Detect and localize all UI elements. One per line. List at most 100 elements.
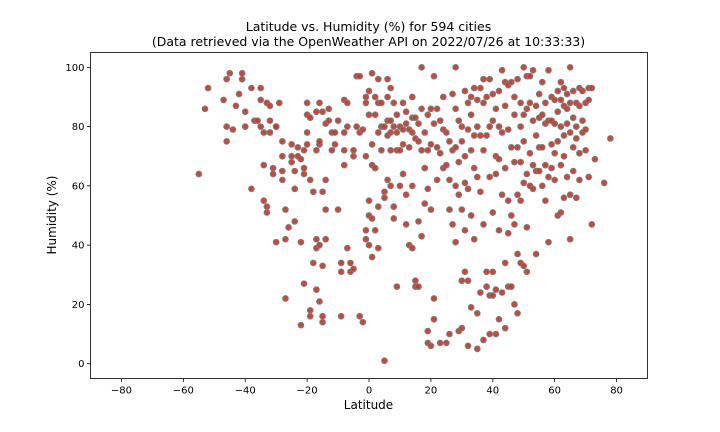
data-point bbox=[248, 185, 255, 193]
data-point bbox=[492, 105, 500, 113]
data-point bbox=[446, 206, 453, 213]
data-point bbox=[504, 197, 512, 205]
data-point bbox=[501, 324, 509, 332]
data-point bbox=[498, 66, 506, 74]
data-point bbox=[350, 152, 357, 160]
data-point bbox=[260, 129, 268, 136]
data-point bbox=[542, 197, 549, 205]
data-point bbox=[507, 78, 515, 86]
data-point bbox=[362, 152, 370, 160]
data-point bbox=[387, 117, 395, 125]
data-point bbox=[390, 203, 398, 210]
data-point bbox=[384, 75, 391, 83]
x-tick-label: 40 bbox=[486, 386, 499, 397]
data-point bbox=[557, 209, 565, 216]
data-point bbox=[473, 309, 481, 317]
data-point bbox=[257, 84, 265, 92]
data-point bbox=[241, 108, 249, 116]
data-point bbox=[390, 123, 398, 130]
data-point bbox=[504, 229, 512, 237]
data-point bbox=[563, 173, 571, 181]
data-point bbox=[421, 200, 429, 207]
data-point bbox=[266, 129, 274, 136]
data-point bbox=[368, 215, 376, 222]
data-point bbox=[579, 87, 586, 95]
data-point bbox=[294, 143, 302, 151]
data-point bbox=[427, 342, 435, 350]
data-point bbox=[368, 69, 376, 77]
data-point bbox=[473, 96, 481, 104]
y-tick-label: 20 bbox=[72, 300, 85, 311]
data-point bbox=[443, 161, 450, 169]
data-point bbox=[569, 143, 577, 151]
data-point bbox=[331, 129, 339, 136]
data-point bbox=[600, 179, 608, 187]
data-point bbox=[328, 146, 336, 154]
data-point bbox=[282, 206, 289, 213]
data-point bbox=[566, 63, 574, 71]
x-axis-ticks: −80 −60 −40 −20 0 20 40 60 80 bbox=[111, 378, 623, 397]
data-point bbox=[517, 123, 524, 130]
data-point bbox=[501, 102, 509, 110]
data-point bbox=[374, 203, 382, 210]
data-point bbox=[275, 99, 283, 107]
data-point bbox=[452, 238, 459, 246]
data-point bbox=[427, 206, 435, 213]
data-point bbox=[334, 117, 342, 125]
data-point bbox=[393, 283, 401, 290]
data-point bbox=[477, 84, 484, 92]
data-point bbox=[467, 93, 475, 101]
data-point bbox=[492, 170, 500, 178]
data-point bbox=[461, 87, 469, 95]
data-point bbox=[535, 90, 543, 98]
data-point bbox=[579, 117, 586, 125]
data-point bbox=[566, 99, 574, 107]
data-point bbox=[532, 102, 540, 110]
data-point bbox=[520, 138, 528, 145]
data-point bbox=[266, 102, 274, 110]
data-point bbox=[350, 146, 357, 154]
data-point bbox=[495, 87, 503, 95]
data-point bbox=[306, 306, 314, 314]
data-point bbox=[486, 123, 494, 130]
chart-subtitle: (Data retrieved via the OpenWeather API … bbox=[152, 34, 585, 49]
data-point bbox=[467, 212, 475, 219]
data-point bbox=[279, 176, 286, 184]
data-point bbox=[557, 123, 565, 130]
data-point bbox=[520, 262, 528, 270]
data-point bbox=[415, 138, 422, 145]
data-point bbox=[288, 141, 295, 148]
data-point bbox=[316, 298, 323, 305]
data-point bbox=[347, 259, 354, 267]
data-point bbox=[511, 111, 518, 119]
data-point bbox=[204, 84, 212, 92]
data-point bbox=[467, 304, 475, 311]
data-point bbox=[220, 96, 227, 104]
data-point bbox=[424, 146, 432, 154]
data-point bbox=[260, 161, 268, 169]
data-point bbox=[374, 75, 382, 83]
data-point bbox=[279, 138, 286, 145]
data-point bbox=[418, 232, 425, 240]
data-point bbox=[418, 146, 425, 154]
y-tick-label: 100 bbox=[65, 63, 84, 74]
data-point bbox=[455, 117, 463, 125]
data-point bbox=[381, 194, 388, 202]
data-point bbox=[511, 93, 518, 101]
x-tick-label: 60 bbox=[548, 386, 561, 397]
data-point bbox=[483, 132, 490, 139]
data-point bbox=[511, 158, 518, 166]
data-point bbox=[365, 111, 373, 119]
data-point bbox=[470, 132, 478, 139]
data-point bbox=[387, 84, 395, 92]
x-tick-label: −40 bbox=[235, 386, 256, 397]
data-point bbox=[368, 141, 376, 148]
data-point bbox=[316, 138, 323, 145]
data-point bbox=[300, 146, 308, 154]
data-point bbox=[322, 176, 330, 184]
data-point bbox=[467, 111, 475, 119]
data-point bbox=[300, 280, 308, 288]
data-point bbox=[399, 141, 407, 148]
data-point bbox=[384, 93, 391, 101]
